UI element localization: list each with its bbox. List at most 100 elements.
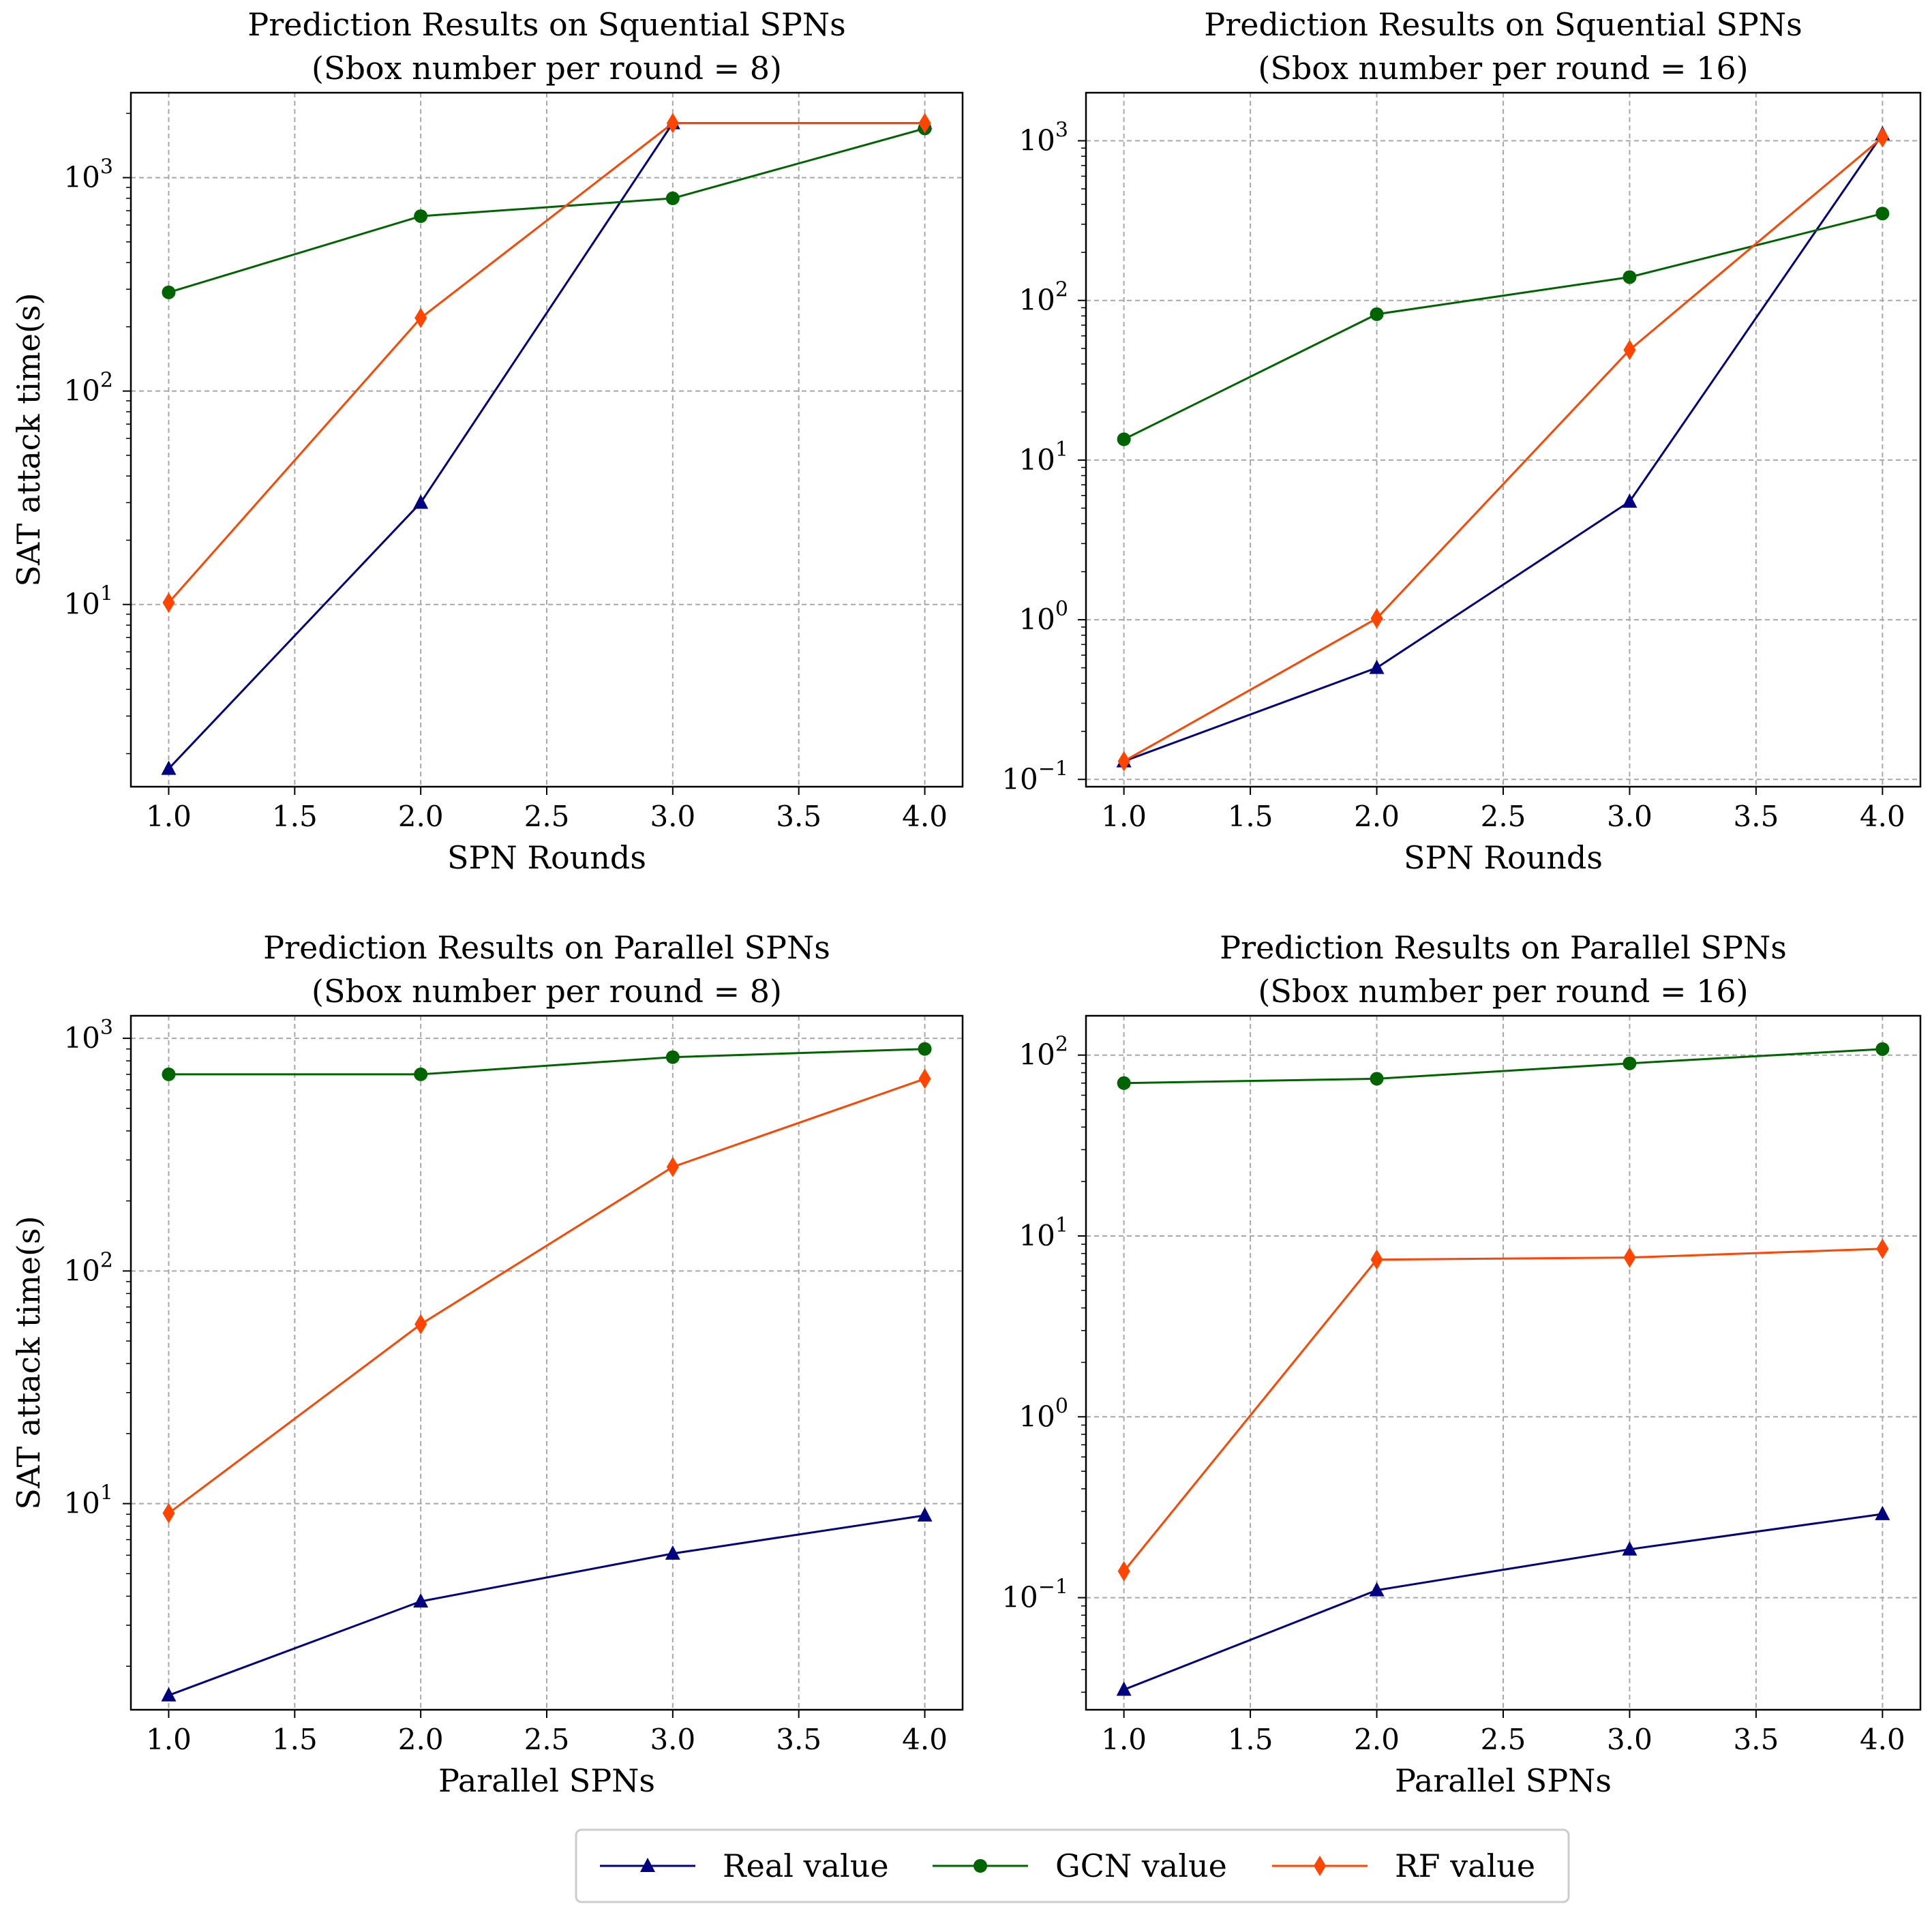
x-tick-label: 4.0	[1860, 1723, 1905, 1756]
legend-marker-rf	[1314, 1856, 1326, 1876]
data-point-gcn	[1370, 1072, 1384, 1086]
plot-frame	[1085, 91, 1922, 788]
chart-title: (Sbox number per round = 16)	[1258, 50, 1748, 87]
chart-panel: Prediction Results on Squential SPNs (Sbo…	[1001, 6, 1922, 876]
series-line-real	[1123, 1513, 1883, 1691]
x-tick-label: 1.0	[146, 800, 192, 833]
data-point-gcn	[414, 1067, 428, 1081]
x-tick-label: 1.0	[1101, 1723, 1147, 1756]
y-tick-label: 100	[1018, 1394, 1068, 1433]
chart-title: (Sbox number per round = 16)	[1258, 973, 1748, 1010]
chart-panel: Prediction Results on Parallel SPNs (Sbox…	[10, 929, 964, 1799]
data-point-rf	[666, 112, 679, 134]
data-point-rf	[918, 112, 931, 134]
y-tick-label: 101	[1018, 1213, 1068, 1252]
legend-box	[575, 1828, 1570, 1903]
data-point-rf	[1623, 339, 1636, 361]
data-point-gcn	[1117, 432, 1131, 447]
data-point-gcn	[665, 1050, 680, 1064]
data-point-rf	[162, 1503, 175, 1524]
x-tick-label: 4.0	[902, 1723, 948, 1756]
data-point-real	[665, 1545, 680, 1560]
x-tick-label: 2.0	[398, 1723, 444, 1756]
data-point-real	[1622, 493, 1637, 508]
data-point-rf	[162, 592, 175, 613]
data-point-real	[413, 1593, 429, 1608]
data-point-rf	[1117, 751, 1130, 772]
series-line-gcn	[1123, 1048, 1883, 1085]
x-tick-label: 2.5	[524, 800, 570, 833]
plot-frame	[1085, 1014, 1922, 1711]
chart-title: (Sbox number per round = 8)	[312, 50, 782, 87]
y-tick-label: 101	[1018, 438, 1068, 477]
x-tick-label: 1.5	[1228, 1723, 1273, 1756]
x-tick-label: 1.0	[146, 1723, 192, 1756]
data-point-gcn	[1622, 1056, 1637, 1070]
legend-label-rf: RF value	[1395, 1847, 1535, 1884]
data-point-gcn	[665, 191, 680, 205]
x-tick-label: 2.0	[1354, 1723, 1400, 1756]
x-tick-label: 3.0	[1607, 800, 1652, 833]
data-point-gcn	[162, 285, 176, 299]
chart-panel: Prediction Results on Parallel SPNs (Sbox…	[1001, 929, 1922, 1799]
data-point-real	[413, 494, 429, 509]
series-line-rf	[1123, 136, 1884, 762]
data-point-rf	[1117, 1560, 1130, 1582]
y-tick-label: 102	[1018, 1033, 1068, 1072]
data-point-rf	[1370, 608, 1383, 629]
series-line-gcn	[1123, 212, 1883, 440]
chart-title: Prediction Results on Squential SPNs	[247, 6, 845, 43]
y-tick-label: 101	[63, 1481, 113, 1520]
data-point-gcn	[1875, 1042, 1890, 1056]
chart-title: (Sbox number per round = 8)	[312, 973, 782, 1010]
legend-label-real: Real value	[723, 1847, 889, 1884]
chart-title: Prediction Results on Squential SPNs	[1204, 6, 1802, 43]
plot-frame	[130, 91, 964, 788]
x-tick-label: 3.5	[776, 800, 821, 833]
y-tick-label: 102	[63, 369, 113, 408]
x-tick-label: 1.5	[1228, 800, 1273, 833]
x-tick-label: 3.0	[650, 800, 695, 833]
x-axis-label: Parallel SPNs	[1395, 1762, 1612, 1799]
data-point-real	[161, 1687, 177, 1702]
data-point-rf	[1623, 1247, 1636, 1268]
data-point-gcn	[1370, 307, 1384, 321]
x-tick-label: 3.5	[1734, 800, 1779, 833]
data-point-real	[1116, 1681, 1132, 1696]
series-line-gcn	[168, 127, 925, 294]
x-tick-label: 3.5	[1734, 1723, 1779, 1756]
y-tick-label: 10−1	[1001, 757, 1068, 796]
x-tick-label: 4.0	[1860, 800, 1905, 833]
x-tick-label: 1.0	[1101, 800, 1147, 833]
data-point-real	[1369, 659, 1385, 674]
chart-panel: Prediction Results on Squential SPNs (Sbo…	[10, 6, 964, 876]
y-axis-label: SAT attack time(s)	[10, 292, 47, 586]
x-tick-label: 2.0	[1354, 800, 1400, 833]
series-line-gcn	[168, 1048, 925, 1076]
data-point-real	[1622, 1541, 1637, 1556]
y-tick-label: 103	[63, 1016, 113, 1055]
x-tick-label: 1.5	[272, 1723, 318, 1756]
data-point-rf	[1876, 1238, 1889, 1259]
plot-frame	[130, 1014, 964, 1711]
legend: Real value GCN value RF value	[575, 1828, 1570, 1903]
y-tick-label: 103	[63, 155, 113, 194]
data-point-rf	[1876, 127, 1889, 148]
x-tick-label: 2.5	[1481, 800, 1526, 833]
data-point-gcn	[1117, 1076, 1131, 1090]
y-axis-label: SAT attack time(s)	[10, 1216, 47, 1509]
data-point-gcn	[1875, 207, 1890, 221]
data-point-gcn	[414, 209, 428, 224]
legend-marker-gcn	[973, 1859, 987, 1873]
x-tick-label: 3.5	[776, 1723, 821, 1756]
x-tick-label: 3.0	[650, 1723, 695, 1756]
x-tick-label: 4.0	[902, 800, 948, 833]
x-tick-label: 2.0	[398, 800, 444, 833]
data-point-rf	[918, 1068, 931, 1089]
data-point-gcn	[918, 1042, 932, 1056]
y-tick-label: 103	[1018, 119, 1068, 157]
x-tick-label: 2.5	[524, 1723, 570, 1756]
data-point-rf	[666, 1156, 679, 1177]
x-axis-label: SPN Rounds	[1404, 839, 1603, 876]
